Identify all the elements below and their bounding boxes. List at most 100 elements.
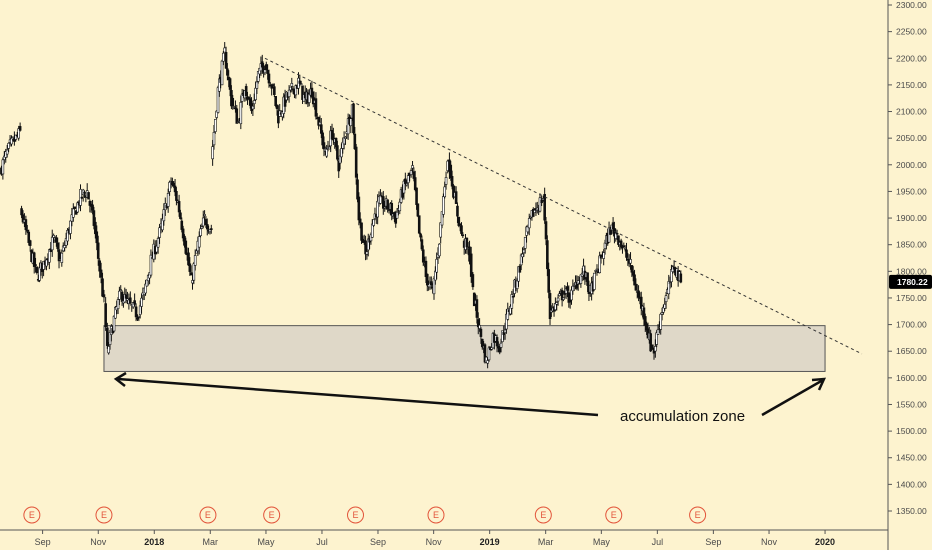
earnings-marker-label: E (29, 510, 35, 520)
candle-body (456, 205, 459, 217)
candle-body (679, 273, 683, 283)
candle-body (570, 289, 573, 301)
candle-body (240, 93, 244, 102)
candle-body (458, 223, 462, 226)
y-tick-label: 1750.00 (896, 293, 927, 303)
last-price-value: 1780.22 (897, 277, 928, 287)
candle-body (212, 132, 216, 146)
candle-body (192, 263, 196, 281)
candle-body (416, 203, 420, 217)
candle-body (626, 258, 630, 261)
y-tick-label: 1900.00 (896, 213, 927, 223)
candle-body (69, 220, 72, 234)
candle-body (395, 211, 399, 219)
candle-body (444, 177, 448, 185)
candle-body (424, 260, 428, 277)
candle-body (439, 222, 442, 238)
y-tick-label: 1800.00 (896, 266, 927, 276)
candle-body (104, 303, 107, 328)
earnings-marker-label: E (611, 510, 617, 520)
candle-body (187, 252, 190, 266)
candle-body (611, 222, 615, 230)
candle-body (540, 199, 543, 204)
candle-body (511, 295, 515, 298)
candle-body (271, 84, 275, 86)
accumulation-zone-layer (103, 325, 826, 372)
candle-body (440, 211, 444, 226)
candle-body (654, 346, 657, 352)
last-price-tag-background (889, 274, 932, 289)
candle-body (634, 283, 638, 291)
candle-body (406, 175, 410, 184)
candle-body (486, 360, 489, 364)
candle-body (475, 299, 479, 318)
candle-body (383, 206, 387, 209)
y-tick-label: 1700.00 (896, 320, 927, 330)
candle-body (156, 238, 160, 248)
candle-body (487, 347, 491, 361)
candle-body (166, 193, 170, 207)
candle-body (352, 103, 355, 134)
candle-body (140, 297, 143, 307)
candle-body (298, 80, 302, 84)
y-tick-label: 1550.00 (896, 399, 927, 409)
candle-body (651, 344, 654, 349)
candle-body (325, 148, 328, 157)
candle-body (619, 240, 623, 248)
candle-body (649, 333, 652, 352)
candle-body (461, 234, 465, 237)
candle-body (17, 128, 20, 139)
candle-body (568, 299, 572, 303)
candle-body (629, 259, 632, 264)
candle-body (404, 178, 407, 184)
candle-body (214, 119, 217, 132)
candle-body (179, 212, 182, 219)
candle-body (598, 255, 601, 274)
x-tick-label: Sep (370, 537, 386, 547)
candle-body (294, 85, 298, 96)
candle-body (133, 300, 136, 305)
candle-body (398, 201, 402, 212)
x-tick-label: Nov (426, 537, 443, 547)
candle-body (450, 176, 454, 187)
candle-body (518, 265, 522, 273)
candle-body (562, 297, 565, 300)
candle-body (162, 209, 166, 222)
candle-body (623, 247, 627, 250)
candle-body (83, 191, 86, 194)
x-tick-label: May (593, 537, 611, 547)
candle-body (358, 218, 362, 224)
candle-body (48, 249, 51, 263)
annotation-arrows (113, 371, 827, 417)
candle-body (184, 240, 188, 254)
candle-body (220, 60, 224, 86)
left-arrow-line (117, 377, 599, 417)
y-tick-label: 1400.00 (896, 479, 927, 489)
y-tick-label: 1450.00 (896, 453, 927, 463)
candle-body (188, 263, 192, 272)
candle-body (322, 142, 326, 150)
candle-body (287, 89, 291, 97)
candle-body (102, 294, 106, 298)
x-tick-label: 2020 (815, 537, 835, 547)
candle-body (336, 145, 339, 160)
candle-body (356, 179, 359, 200)
earnings-marker-label: E (352, 510, 358, 520)
candle-body (527, 218, 531, 229)
candle-body (386, 199, 389, 210)
candle-body (517, 266, 520, 282)
candle-body (201, 217, 205, 227)
accumulation-zone-label: accumulation zone (620, 408, 745, 425)
candle-body (432, 278, 436, 295)
candle-body (543, 193, 546, 221)
y-tick-label: 1350.00 (896, 506, 927, 516)
candle-body (365, 251, 369, 255)
x-tick-label: Nov (761, 537, 778, 547)
y-tick-label: 1850.00 (896, 240, 927, 250)
candle-body (199, 228, 202, 236)
candle-body (307, 93, 311, 103)
candle-body (129, 297, 132, 304)
candle-body (544, 221, 548, 240)
